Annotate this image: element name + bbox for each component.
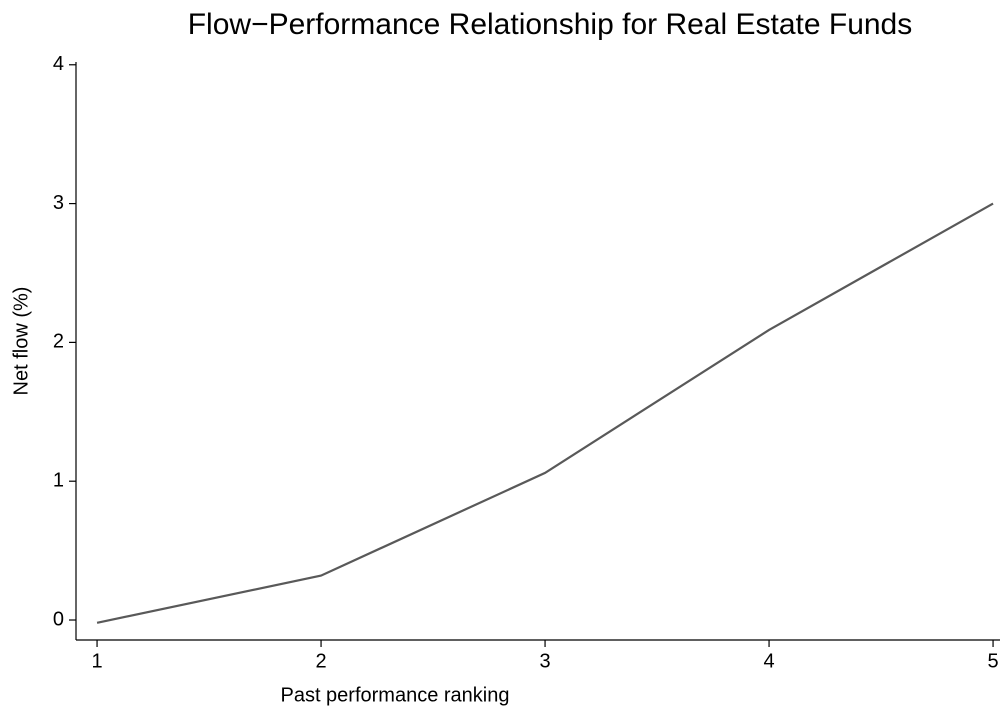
y-tick-label: 3 [53, 192, 64, 214]
x-tick-label: 5 [987, 650, 998, 672]
y-tick-label: 2 [53, 331, 64, 353]
y-tick-label: 0 [53, 608, 64, 630]
y-axis-label: Net flow (%) [10, 287, 32, 396]
x-tick-label: 1 [91, 650, 102, 672]
chart-title: Flow−Performance Relationship for Real E… [188, 8, 913, 41]
x-tick-label: 3 [539, 650, 550, 672]
x-tick-label: 4 [763, 650, 774, 672]
x-tick-label: 2 [315, 650, 326, 672]
y-tick-label: 4 [53, 53, 64, 75]
line [96, 202, 994, 624]
y-tick-label: 1 [53, 469, 64, 491]
x-axis-label: Past performance ranking [280, 684, 509, 706]
